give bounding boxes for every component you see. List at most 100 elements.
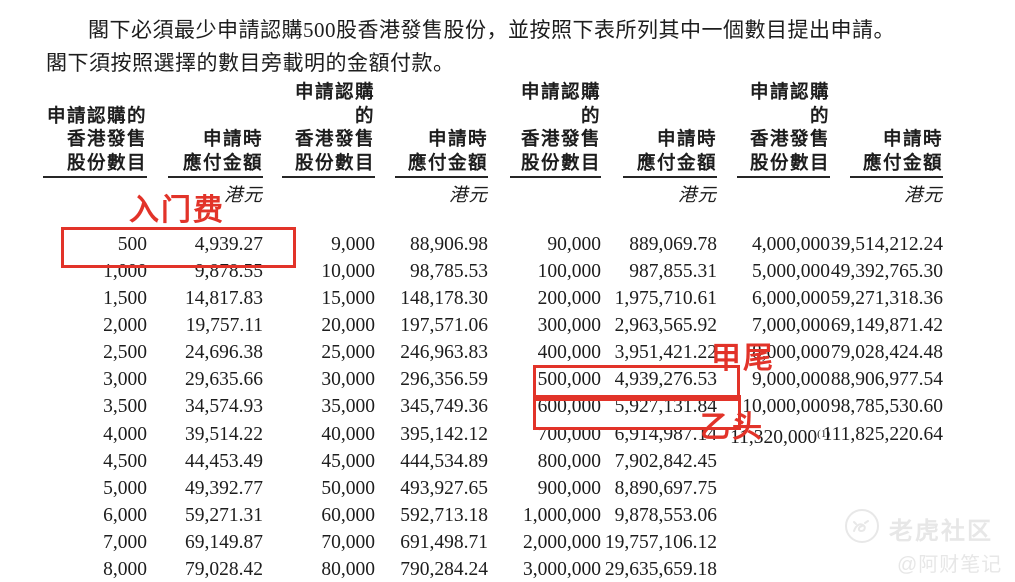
table-row: 4,500 44,453.49 <box>43 448 263 475</box>
table-row: 4,000,000 39,514,212.24 <box>737 231 943 258</box>
amount-cell: 69,149.87 <box>185 529 263 556</box>
table-column-group-4: 申請認購的 香港發售 股份數目 申請時 應付金額 港元 4,000,000 39,514,21… <box>730 83 943 582</box>
amount-cell: 98,785,530.60 <box>831 393 943 420</box>
shares-value: 7,000 <box>103 531 147 553</box>
table-row: 9,000 88,906.98 <box>282 231 488 258</box>
shares-cell: 4,000,000 <box>752 231 830 258</box>
amount-cell: 197,571.06 <box>400 312 488 339</box>
amount-cell: 69,149,871.42 <box>831 312 943 339</box>
shares-value: 10,000,000 <box>742 396 830 418</box>
table-row: 3,500 34,574.93 <box>43 393 263 420</box>
table-row: 2,500 24,696.38 <box>43 339 263 366</box>
yi-tou-highlight-box <box>533 395 741 430</box>
amount-cell: 24,696.38 <box>185 339 263 366</box>
shares-cell: 7,000,000 <box>752 312 830 339</box>
shares-cell: 500,000 <box>538 366 601 393</box>
table-row: 800,000 7,902,842.45 <box>510 448 717 475</box>
amount-cell: 493,927.65 <box>400 475 488 502</box>
amount-value: 19,757.11 <box>185 315 263 337</box>
table-row: 70,000 691,498.71 <box>282 529 488 556</box>
header-line: 香港發售 <box>520 130 601 151</box>
table-row: 9,000,000 88,906,977.54 <box>737 366 943 393</box>
amount-cell: 44,453.49 <box>185 448 263 475</box>
amount-cell: 79,028.42 <box>185 556 263 582</box>
table-row: 8,000 79,028.42 <box>43 556 263 582</box>
shares-cell: 200,000 <box>538 285 601 312</box>
shares-cell: 6,000,000 <box>752 285 830 312</box>
amount-cell: 691,498.71 <box>400 529 488 556</box>
shares-cell: 90,000 <box>547 231 601 258</box>
table-row: 400,000 3,951,421.22 <box>510 339 717 366</box>
amount-value: 14,817.83 <box>185 288 263 310</box>
amount-value: 345,749.36 <box>400 396 488 418</box>
amount-cell: 39,514,212.24 <box>831 231 943 258</box>
amount-cell: 395,142.12 <box>400 421 488 448</box>
shares-value: 6,000,000 <box>752 288 830 310</box>
amount-cell: 19,757.11 <box>186 312 263 339</box>
header-line: 申請時 <box>882 130 943 151</box>
currency-label: 港元 <box>223 186 263 206</box>
amount-value: 98,785.53 <box>410 261 488 283</box>
amount-value: 59,271,318.36 <box>830 288 943 310</box>
amount-value: 2,963,565.92 <box>614 315 717 337</box>
shares-cell: 6,000 <box>103 502 147 529</box>
intro-line-1: 閣下必須最少申請認購500股香港發售股份，並按照下表所列其中一個數目提出申請。 <box>88 18 895 42</box>
column-group-header: 申請認購的 香港發售 股份數目 申請時 應付金額 <box>737 83 943 178</box>
tiger-logo-icon <box>845 509 879 543</box>
shares-value: 600,000 <box>537 396 601 418</box>
amount-cell: 7,902,842.45 <box>615 448 717 475</box>
table-rows: 4,000,000 39,514,212.24 5,000,000 49,392,76… <box>730 231 943 448</box>
shares-value: 800,000 <box>537 450 601 472</box>
amount-cell: 987,855.31 <box>629 258 717 285</box>
shares-cell: 9,000,000 <box>752 366 830 393</box>
amount-value: 59,271.31 <box>185 504 263 526</box>
amount-value: 69,149,871.42 <box>830 315 943 337</box>
header-line: 股份數目 <box>294 153 375 174</box>
amount-value: 88,906.98 <box>410 234 488 255</box>
shares-value: 15,000 <box>321 288 375 310</box>
amount-value: 79,028,424.48 <box>830 342 943 364</box>
table-row: 3,000 29,635.66 <box>43 366 263 393</box>
shares-value: 4,000 <box>103 423 147 445</box>
amount-cell: 889,069.78 <box>629 231 717 258</box>
shares-cell: 35,000 <box>321 393 375 420</box>
shares-cell: 50,000 <box>321 475 375 502</box>
amount-value: 111,825,220.64 <box>822 423 943 445</box>
amount-value: 197,571.06 <box>400 315 488 337</box>
shares-cell: 3,000 <box>103 366 147 393</box>
amount-cell: 29,635.66 <box>185 366 263 393</box>
header-line: 應付金額 <box>636 153 717 174</box>
amount-cell: 39,514.22 <box>185 421 263 448</box>
amount-value: 395,142.12 <box>400 423 488 445</box>
entry-fee-highlight-box <box>61 227 296 268</box>
shares-column-header: 申請認購的 香港發售 股份數目 <box>43 106 147 178</box>
shares-value: 3,000,000 <box>523 558 601 580</box>
amount-column-header: 申請時 應付金額 <box>850 106 943 178</box>
table-row: 20,000 197,571.06 <box>282 312 488 339</box>
table-row: 45,000 444,534.89 <box>282 448 488 475</box>
amount-cell: 345,749.36 <box>400 393 488 420</box>
table-row: 10,000,000 98,785,530.60 <box>737 393 943 420</box>
amount-cell: 19,757,106.12 <box>605 529 717 556</box>
shares-value: 2,000 <box>103 315 147 337</box>
shares-cell: 2,000 <box>103 312 147 339</box>
shares-value: 3,500 <box>103 396 147 418</box>
amount-value: 9,878,553.06 <box>614 504 717 526</box>
shares-cell: 600,000 <box>538 393 601 420</box>
table-row: 6,000 59,271.31 <box>43 502 263 529</box>
table-row: 5,000,000 49,392,765.30 <box>737 258 943 285</box>
shares-value: 50,000 <box>321 477 375 499</box>
amount-cell: 9,878,553.06 <box>615 502 717 529</box>
amount-cell: 88,906,977.54 <box>831 366 943 393</box>
table-rows: 9,000 88,906.98 10,000 98,785.53 15,000 148,1… <box>282 231 488 582</box>
shares-cell: 8,000,000 <box>752 339 830 366</box>
amount-value: 88,906,977.54 <box>830 369 943 391</box>
amount-cell: 111,825,220.64 <box>823 421 943 448</box>
amount-cell: 444,534.89 <box>400 448 488 475</box>
amount-cell: 296,356.59 <box>400 366 488 393</box>
amount-value: 592,713.18 <box>400 504 488 526</box>
table-row: 500,000 4,939,276.53 <box>510 366 717 393</box>
shares-value: 8,000 <box>103 558 147 580</box>
amount-value: 24,696.38 <box>185 342 263 364</box>
